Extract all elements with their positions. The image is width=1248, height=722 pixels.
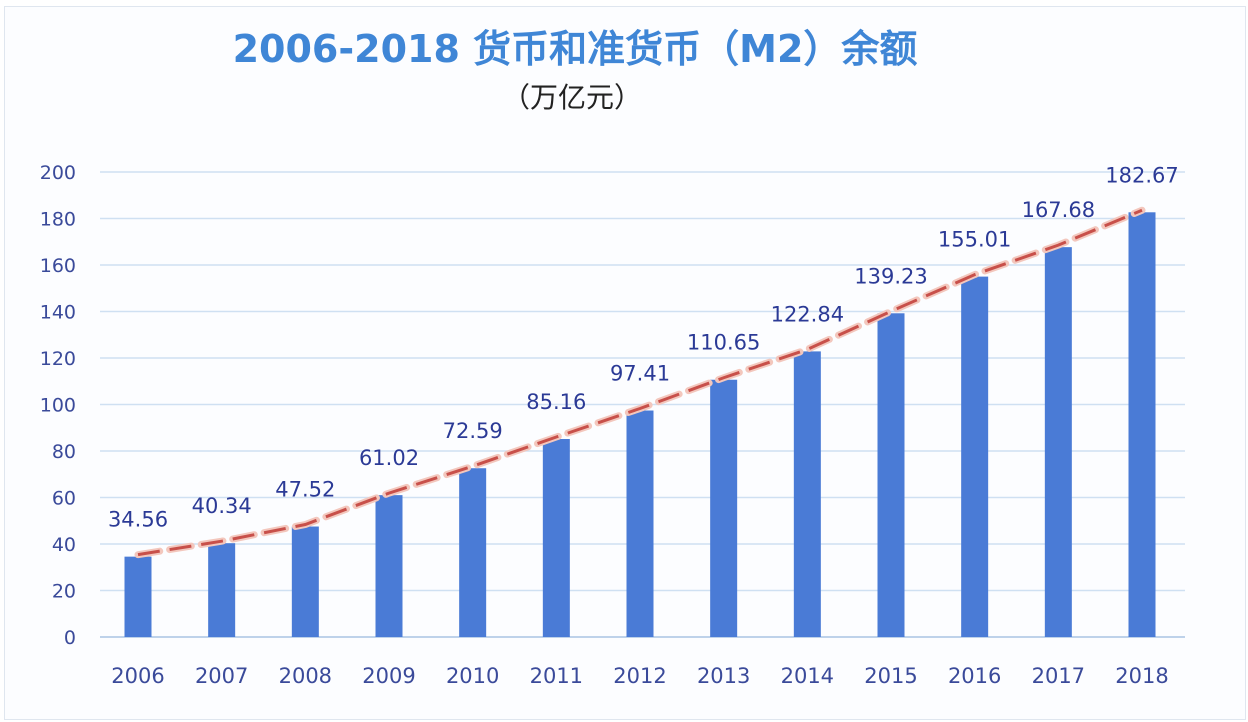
bar-2018 (1128, 212, 1156, 638)
chart-subtitle: （万亿元） (502, 81, 642, 114)
bar-2013 (710, 379, 738, 637)
data-label: 61.02 (359, 446, 419, 470)
y-tick-label: 120 (40, 348, 76, 370)
bar-2006 (124, 556, 152, 637)
data-label: 85.16 (526, 390, 586, 414)
bar-2014 (793, 351, 821, 637)
trendline (137, 208, 1143, 557)
bar-2017 (1044, 247, 1072, 638)
x-tick-label: 2018 (1115, 664, 1168, 688)
bar-2008 (291, 526, 319, 637)
bar-2016 (961, 276, 989, 637)
x-tick-label: 2012 (613, 664, 666, 688)
bar-2015 (877, 313, 905, 637)
y-tick-label: 80 (52, 441, 76, 463)
x-tick-label: 2010 (446, 664, 499, 688)
data-label: 167.68 (1022, 198, 1095, 222)
x-tick-label: 2013 (697, 664, 750, 688)
data-label: 155.01 (938, 228, 1011, 252)
data-label: 110.65 (687, 331, 760, 355)
data-label: 40.34 (192, 494, 252, 518)
x-tick-label: 2007 (195, 664, 248, 688)
x-tick-label: 2017 (1032, 664, 1085, 688)
x-tick-label: 2006 (111, 664, 164, 688)
y-tick-label: 140 (40, 302, 76, 324)
x-tick-label: 2011 (530, 664, 583, 688)
chart-title: 2006-2018 货币和准货币（M2）余额 (233, 27, 918, 71)
x-tick-label: 2014 (781, 664, 834, 688)
y-tick-label: 0 (64, 627, 76, 649)
y-tick-label: 20 (52, 581, 76, 603)
y-tick-label: 180 (40, 209, 76, 231)
data-label: 47.52 (275, 478, 335, 502)
y-tick-label: 40 (52, 534, 76, 556)
data-label: 122.84 (771, 302, 844, 326)
data-label: 72.59 (443, 419, 503, 443)
data-label: 97.41 (610, 362, 670, 386)
y-tick-label: 160 (40, 255, 76, 277)
x-tick-label: 2008 (279, 664, 332, 688)
x-tick-label: 2016 (948, 664, 1001, 688)
x-tick-label: 2009 (362, 664, 415, 688)
data-label: 34.56 (108, 508, 168, 532)
bar-2011 (542, 439, 570, 637)
data-label: 182.67 (1105, 163, 1178, 187)
x-tick-label: 2015 (864, 664, 917, 688)
bar-2007 (208, 543, 236, 637)
y-tick-label: 100 (40, 395, 76, 417)
bar-2009 (375, 495, 403, 637)
y-tick-label: 200 (40, 162, 76, 184)
y-tick-label: 60 (52, 488, 76, 510)
data-label: 139.23 (854, 264, 927, 288)
bar-2010 (459, 468, 487, 637)
bar-2012 (626, 410, 654, 637)
